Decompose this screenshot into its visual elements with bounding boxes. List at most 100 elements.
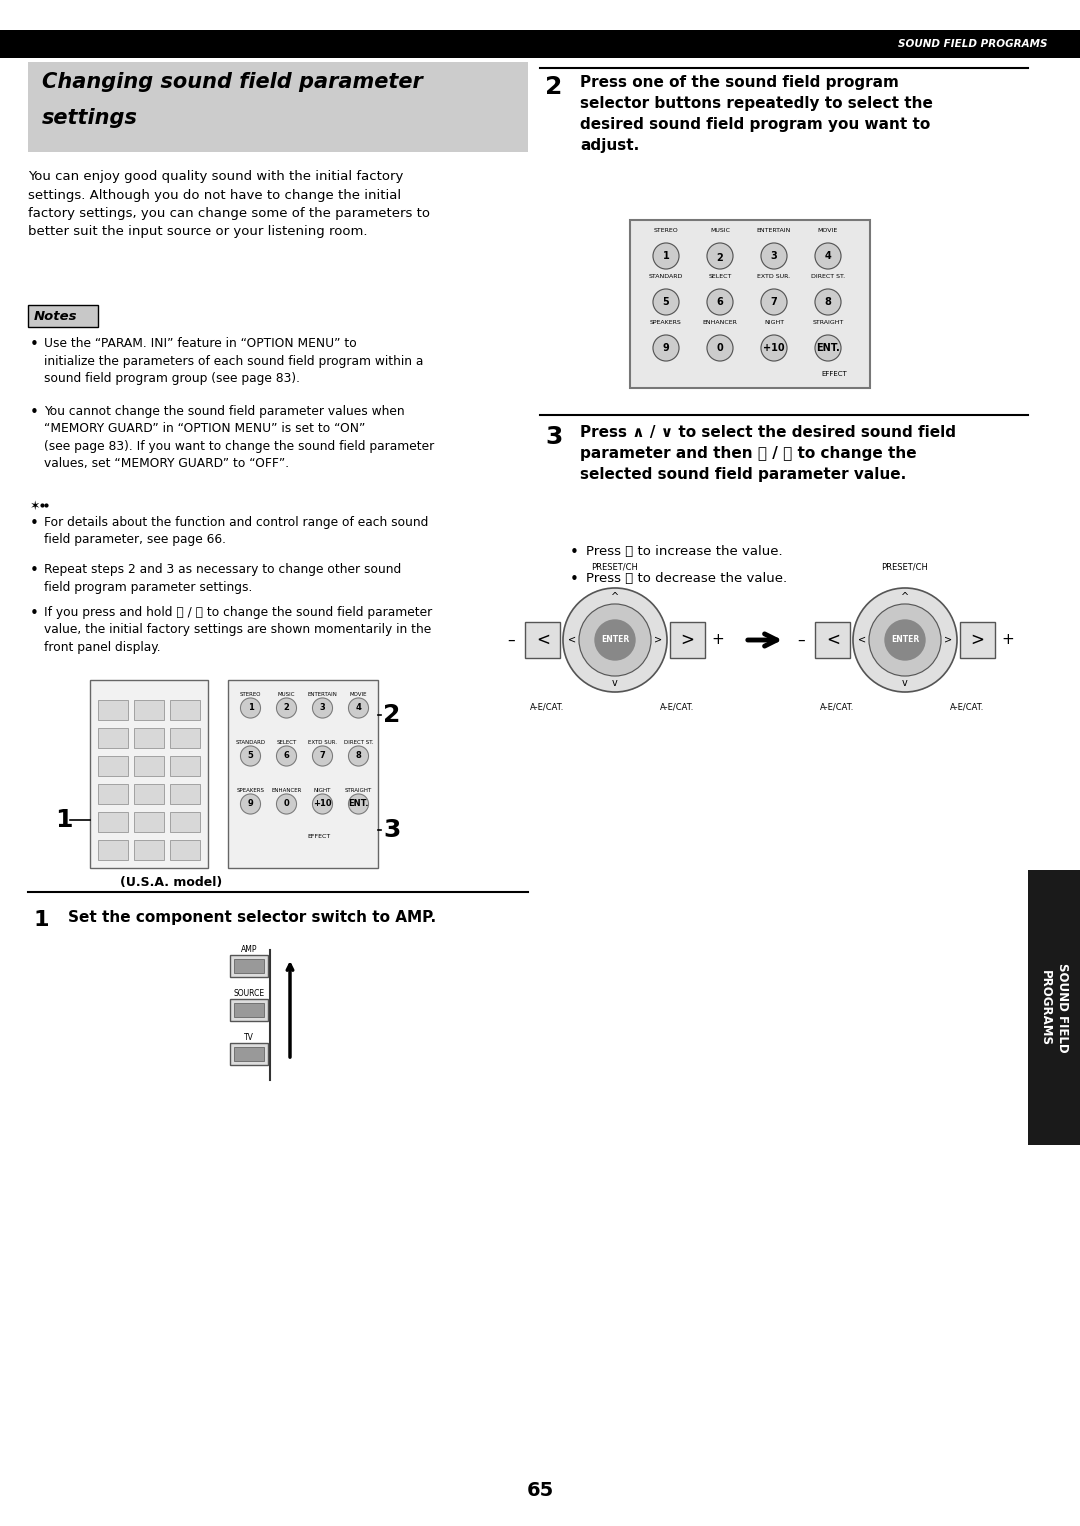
Circle shape: [276, 794, 297, 813]
Circle shape: [815, 288, 841, 314]
Circle shape: [276, 697, 297, 719]
Text: STEREO: STEREO: [653, 227, 678, 233]
Bar: [134, 728, 164, 748]
Text: ✶: ✶: [30, 501, 41, 513]
Bar: [98, 784, 129, 804]
Text: <: <: [858, 635, 866, 645]
Text: STRAIGHT: STRAIGHT: [345, 787, 373, 794]
Bar: [230, 1000, 268, 1021]
Text: SOUND FIELD PROGRAMS: SOUND FIELD PROGRAMS: [899, 40, 1048, 49]
Bar: [134, 812, 164, 832]
Text: NIGHT: NIGHT: [314, 787, 332, 794]
Text: DIRECT ST.: DIRECT ST.: [343, 740, 374, 745]
Text: 0: 0: [717, 343, 724, 353]
Circle shape: [312, 697, 333, 719]
Bar: [134, 839, 164, 861]
Circle shape: [815, 336, 841, 362]
Text: EFFECT: EFFECT: [308, 835, 332, 839]
Text: STEREO: STEREO: [240, 691, 261, 697]
Circle shape: [761, 243, 787, 269]
Bar: [98, 755, 129, 777]
Circle shape: [707, 243, 733, 269]
Text: Changing sound field parameter: Changing sound field parameter: [42, 72, 422, 92]
Text: >: >: [653, 635, 662, 645]
Bar: [234, 958, 264, 974]
Bar: [170, 700, 200, 720]
Text: STRAIGHT: STRAIGHT: [812, 320, 843, 325]
Text: 7: 7: [320, 751, 325, 760]
Circle shape: [349, 794, 368, 813]
Text: <: <: [826, 630, 840, 649]
Text: A-E/CAT.: A-E/CAT.: [820, 702, 854, 711]
Text: ^: ^: [611, 592, 619, 601]
Circle shape: [707, 288, 733, 314]
Text: A-E/CAT.: A-E/CAT.: [530, 702, 564, 711]
Bar: [98, 812, 129, 832]
Text: 0: 0: [284, 800, 289, 809]
Text: ENTERTAIN: ENTERTAIN: [757, 227, 792, 233]
Text: >: >: [970, 630, 984, 649]
Text: DIRECT ST.: DIRECT ST.: [811, 275, 845, 279]
Text: <: <: [536, 630, 550, 649]
Circle shape: [349, 697, 368, 719]
Text: •: •: [30, 404, 39, 420]
Text: SPEAKERS: SPEAKERS: [237, 787, 265, 794]
Text: ^: ^: [901, 592, 909, 601]
Text: 3: 3: [383, 818, 401, 842]
Bar: [230, 955, 268, 977]
Text: You cannot change the sound field parameter values when
“MEMORY GUARD” in “OPTIO: You cannot change the sound field parame…: [44, 404, 434, 470]
Circle shape: [761, 288, 787, 314]
Text: –: –: [508, 632, 515, 647]
Bar: [98, 700, 129, 720]
Text: Notes: Notes: [33, 310, 78, 322]
Text: 9: 9: [663, 343, 670, 353]
Bar: [134, 755, 164, 777]
Text: TV: TV: [244, 1033, 254, 1042]
Text: Press 〈 to decrease the value.: Press 〈 to decrease the value.: [586, 572, 787, 584]
Bar: [134, 784, 164, 804]
Text: Press one of the sound field program
selector buttons repeatedly to select the
d: Press one of the sound field program sel…: [580, 75, 933, 153]
Text: +: +: [1001, 632, 1014, 647]
Text: NIGHT: NIGHT: [764, 320, 784, 325]
Text: SELECT: SELECT: [276, 740, 297, 745]
Bar: [630, 220, 870, 388]
Text: 8: 8: [355, 751, 362, 760]
Bar: [170, 812, 200, 832]
Text: 2: 2: [284, 703, 289, 713]
Text: SOUND FIELD
PROGRAMS: SOUND FIELD PROGRAMS: [1039, 963, 1069, 1053]
Text: SELECT: SELECT: [708, 275, 731, 279]
Circle shape: [276, 746, 297, 766]
Bar: [234, 1003, 264, 1016]
Text: •: •: [570, 572, 579, 588]
Text: For details about the function and control range of each sound
field parameter, : For details about the function and contr…: [44, 516, 429, 546]
Circle shape: [761, 336, 787, 362]
Text: 7: 7: [771, 298, 778, 307]
Text: >: >: [680, 630, 694, 649]
Bar: [28, 305, 98, 327]
Bar: [815, 623, 850, 658]
Text: You can enjoy good quality sound with the initial factory
settings. Although you: You can enjoy good quality sound with th…: [28, 169, 430, 238]
Bar: [28, 63, 528, 153]
Text: EXTD SUR.: EXTD SUR.: [757, 275, 791, 279]
Text: PRESET/CH: PRESET/CH: [592, 563, 638, 572]
Text: MUSIC: MUSIC: [278, 691, 295, 697]
Text: +10: +10: [313, 800, 332, 809]
Text: •: •: [30, 563, 39, 578]
Text: 9: 9: [247, 800, 254, 809]
Text: SPEAKERS: SPEAKERS: [650, 320, 681, 325]
Text: 6: 6: [284, 751, 289, 760]
Text: ENT.: ENT.: [816, 343, 840, 353]
Circle shape: [653, 243, 679, 269]
Text: 2: 2: [383, 703, 401, 726]
Circle shape: [241, 794, 260, 813]
Text: 3: 3: [545, 426, 563, 449]
Bar: [98, 728, 129, 748]
Text: 4: 4: [825, 250, 832, 261]
Text: ENT.: ENT.: [348, 800, 368, 809]
Text: 5: 5: [663, 298, 670, 307]
Bar: [960, 623, 995, 658]
Text: 1: 1: [55, 807, 72, 832]
Bar: [170, 784, 200, 804]
Text: +10: +10: [764, 343, 785, 353]
Text: PRESET/CH: PRESET/CH: [881, 563, 929, 572]
